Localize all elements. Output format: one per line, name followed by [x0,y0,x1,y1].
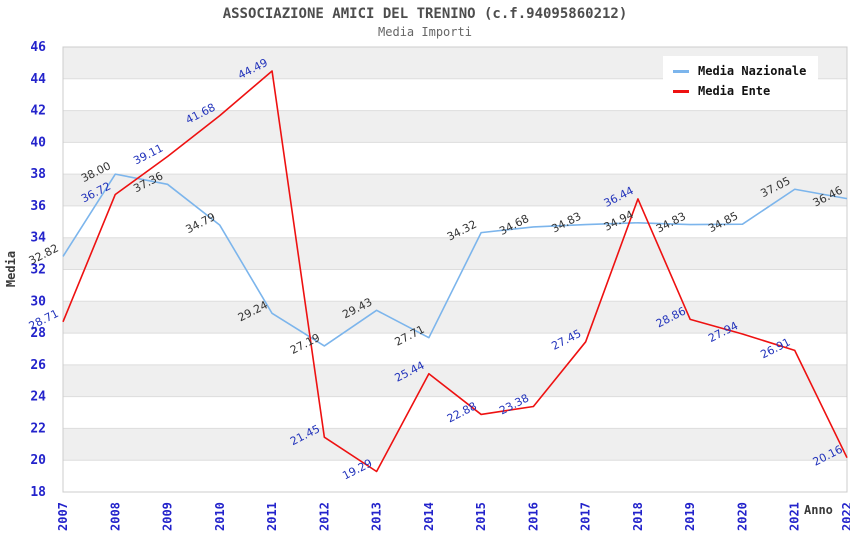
x-tick-label: 2010 [213,502,227,531]
x-tick-label: 2019 [683,502,697,531]
legend-item-media-nazionale[interactable]: Media Nazionale [673,61,806,81]
y-tick-label: 18 [30,485,46,500]
x-tick-label: 2015 [474,502,488,531]
plot-band [63,428,847,461]
x-tick-label: 2009 [161,502,175,531]
y-tick-label: 40 [30,135,46,150]
data-label: 39.11 [131,142,165,168]
plot-border [62,46,848,493]
series-line-media-nazionale[interactable] [62,173,848,347]
legend-swatch-ente-icon [673,89,689,93]
y-tick-label: 22 [30,421,46,436]
data-label: 34.94 [602,208,636,234]
data-label: 34.83 [549,210,583,236]
y-tick-label: 28 [30,326,46,341]
y-tick-label: 32 [30,263,46,278]
series-line-media-ente[interactable] [62,70,848,473]
x-tick-label: 2021 [788,502,802,531]
legend-label-media-ente: Media Ente [698,84,771,98]
data-label: 22.88 [445,400,479,426]
x-axis-title: Anno [804,503,833,517]
data-label: 34.68 [497,212,531,238]
x-tick-label: 2018 [631,502,645,531]
plot-band [63,174,847,206]
legend-item-media-ente[interactable]: Media Ente [673,81,806,101]
y-tick-label: 46 [30,40,46,55]
x-tick-label: 2022 [840,502,850,531]
legend-swatch-nazionale-icon [673,69,689,73]
x-tick-label: 2020 [735,502,749,531]
y-tick-label: 44 [30,72,46,87]
legend-label-media-nazionale: Media Nazionale [698,64,807,78]
y-tick-label: 26 [30,358,46,373]
x-tick-label: 2011 [265,502,279,531]
x-tick-label: 2013 [370,502,384,531]
plot-band [63,364,847,397]
y-tick-label: 36 [30,199,46,214]
y-tick-label: 38 [30,167,46,182]
plot-band [63,237,847,270]
y-tick-label: 34 [30,231,46,246]
y-tick-label: 42 [30,104,46,119]
chart-title: ASSOCIAZIONE AMICI DEL TRENINO (c.f.9409… [222,6,628,22]
x-tick-label: 2016 [526,502,540,531]
y-tick-label: 30 [30,294,46,309]
x-tick-label: 2014 [422,502,436,531]
data-label: 34.83 [654,210,688,236]
x-tick-label: 2007 [56,502,70,531]
x-tick-label: 2012 [317,502,331,531]
data-label: 34.85 [706,209,740,235]
plot-band [63,301,847,334]
x-tick-label: 2017 [579,502,593,531]
data-label: 27.19 [288,331,322,357]
y-tick-label: 20 [30,453,46,468]
data-label: 26.91 [759,335,793,361]
y-tick-label: 24 [30,390,46,405]
y-axis-title: Media [4,250,18,288]
plot-band [63,110,847,143]
x-tick-label: 2008 [108,502,122,531]
data-label: 34.79 [184,210,218,236]
legend: Media Nazionale Media Ente [663,56,819,108]
chart-subtitle: Media Importi [378,25,472,39]
